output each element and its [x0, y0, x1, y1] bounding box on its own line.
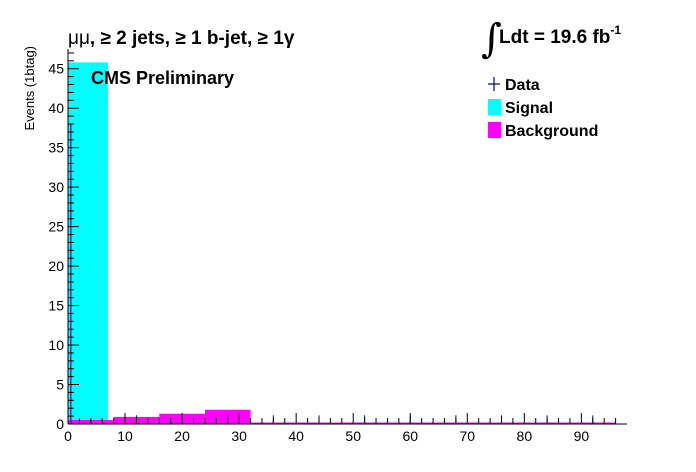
x-tick-label-3: 30 — [231, 428, 247, 444]
x-tick-label-9: 90 — [574, 428, 590, 444]
y-tick-label-9: 45 — [48, 61, 64, 77]
y-tick-label-1: 5 — [56, 377, 64, 393]
legend-label-background: Background — [505, 123, 598, 140]
y-axis-label: Events (1btag) — [22, 46, 37, 131]
x-tick-label-0: 0 — [64, 428, 72, 444]
x-tick-label-5: 50 — [345, 428, 361, 444]
axes: 0 10 20 30 40 50 60 70 80 90 0 5 10 15 20 25 30 35 40 45 — [48, 49, 627, 444]
legend-swatch-signal — [488, 99, 501, 115]
cms-preliminary-label: CMS Preliminary — [91, 68, 234, 88]
signal-bar-0 — [68, 62, 108, 424]
legend-label-data: Data — [505, 77, 540, 94]
integral-sign: ∫ — [481, 16, 502, 62]
y-tick-label-6: 30 — [48, 179, 64, 195]
title-channel: μμ — [68, 28, 90, 49]
y-tick-label-4: 20 — [48, 258, 64, 274]
x-tick-label-4: 40 — [288, 428, 304, 444]
y-tick-label-2: 10 — [48, 337, 64, 353]
luminosity-exponent: -1 — [610, 23, 621, 37]
title-photon: ≥ 1γ — [252, 28, 295, 49]
x-tick-label-6: 60 — [402, 428, 418, 444]
title-bjet: ≥ 1 b-jet, — [170, 28, 252, 49]
luminosity-label: Ldt = 19.6 fb-1 — [499, 23, 621, 48]
x-tick-label-1: 10 — [117, 428, 133, 444]
legend-label-signal: Signal — [505, 100, 553, 117]
y-tick-label-5: 25 — [48, 219, 64, 235]
legend: Data Signal Background — [488, 77, 598, 140]
legend-swatch-background — [488, 122, 501, 138]
x-tick-label-2: 20 — [174, 428, 190, 444]
y-tick-label-3: 15 — [48, 298, 64, 314]
y-tick-label-7: 35 — [48, 140, 64, 156]
luminosity-text: Ldt = 19.6 fb — [499, 27, 610, 48]
x-tick-label-7: 70 — [459, 428, 475, 444]
title-jets: , ≥ 2 jets, — [90, 28, 170, 49]
y-tick-label-0: 0 — [56, 416, 64, 432]
y-tick-label-8: 40 — [48, 100, 64, 116]
x-tick-label-8: 80 — [517, 428, 533, 444]
chart-title: μμ, ≥ 2 jets, ≥ 1 b-jet, ≥ 1γ — [68, 28, 295, 49]
